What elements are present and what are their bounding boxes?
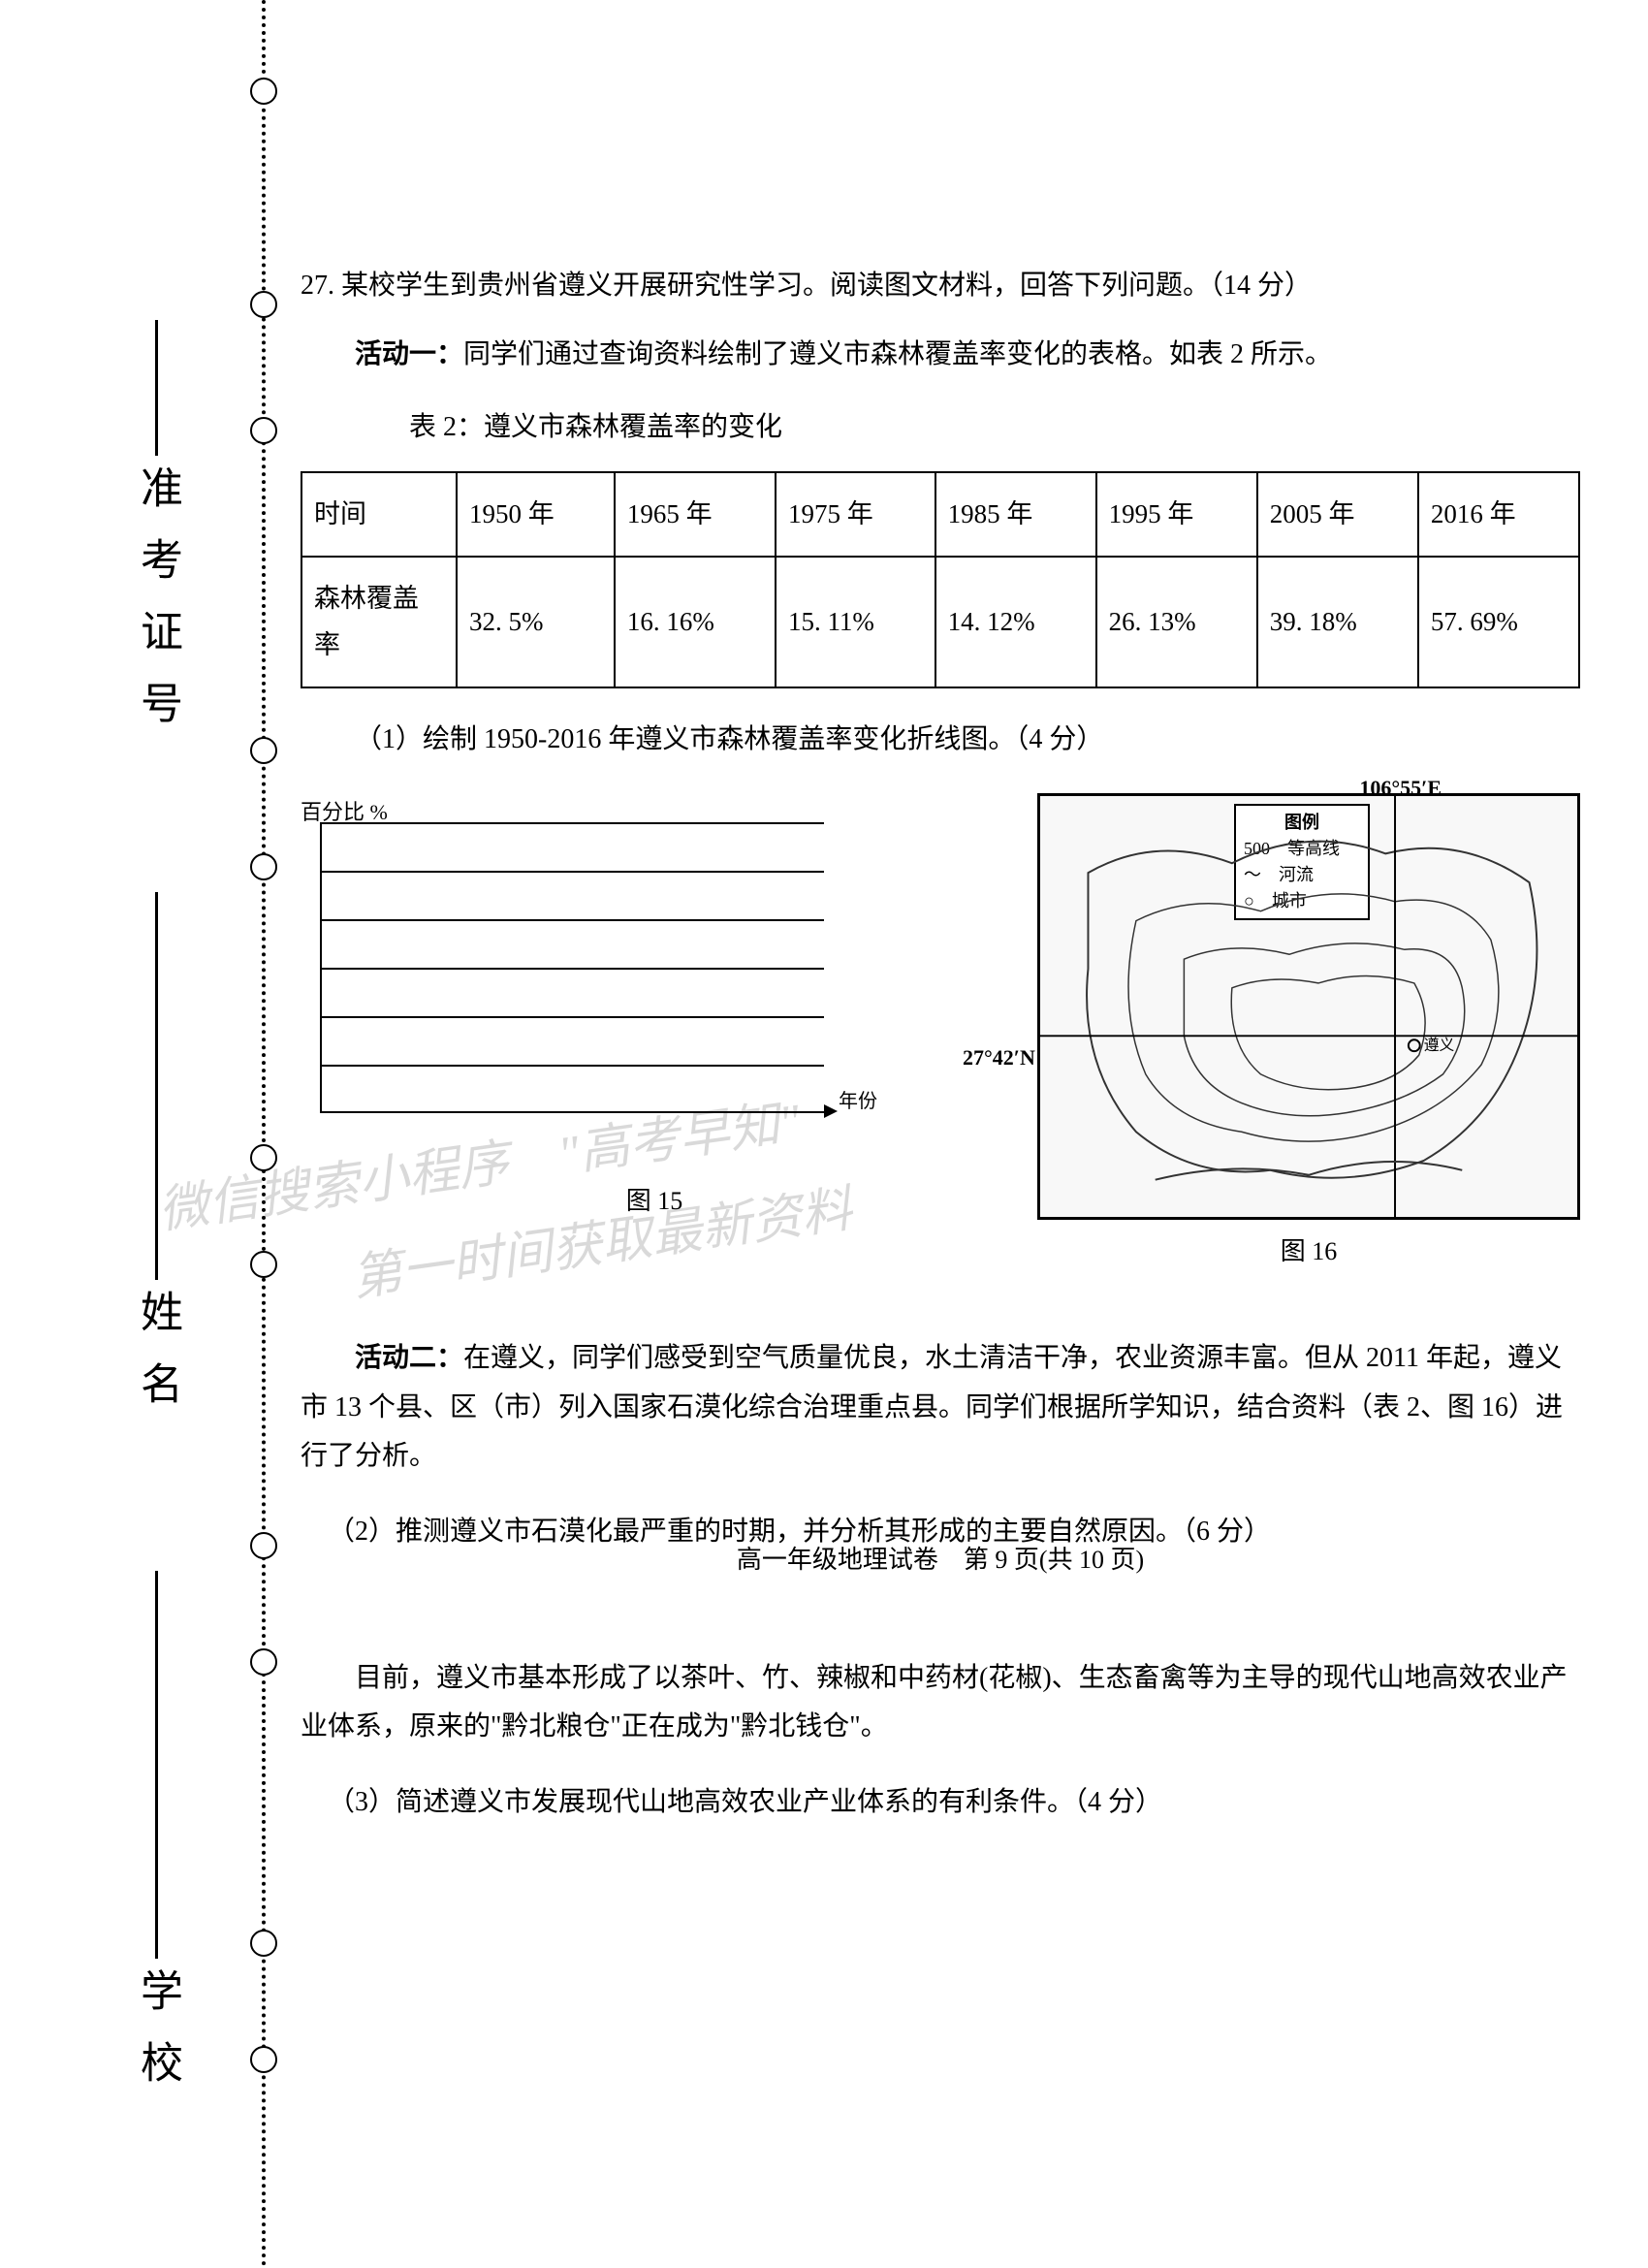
activity2-label: 活动二： [355, 1342, 463, 1372]
binding-hole-icon [250, 853, 277, 880]
topographic-map: 106°55′E 27°42′N 图例 500 等高线 ～ 河流 ○ 城市 [1037, 793, 1580, 1220]
chart-gridline [322, 871, 824, 873]
activity2-text: 在遵义，同学们感受到空气质量优良，水土清洁干净，农业资源丰富。但从 2011 年… [301, 1343, 1563, 1471]
map16-container: 106°55′E 27°42′N 图例 500 等高线 ～ 河流 ○ 城市 [1037, 793, 1580, 1275]
binding-hole-icon [250, 1648, 277, 1676]
table-cell: 16. 16% [615, 557, 776, 687]
table-cell: 1965 年 [615, 472, 776, 557]
binding-label-school: 学校 [126, 1968, 188, 2112]
table-cell: 2005 年 [1257, 472, 1418, 557]
table-cell: 32. 5% [457, 557, 615, 687]
binding-hole-icon [250, 417, 277, 444]
map16-caption: 图 16 [1037, 1230, 1580, 1275]
content-area: 27. 某校学生到贵州省遵义开展研究性学习。阅读图文材料，回答下列问题。（14 … [301, 262, 1580, 1855]
forest-coverage-table: 时间 1950 年 1965 年 1975 年 1985 年 1995 年 20… [301, 471, 1580, 688]
table-cell: 2016 年 [1418, 472, 1579, 557]
table-cell: 26. 13% [1096, 557, 1257, 687]
svg-text:遵义: 遵义 [1424, 1037, 1455, 1055]
table-cell: 1995 年 [1096, 472, 1257, 557]
binding-margin: 准考证号 姓名 学校 [0, 0, 271, 2268]
question-intro: 27. 某校学生到贵州省遵义开展研究性学习。阅读图文材料，回答下列问题。（14 … [301, 262, 1580, 310]
question-intro-text: 某校学生到贵州省遵义开展研究性学习。阅读图文材料，回答下列问题。（14 分） [341, 271, 1312, 301]
binding-dotted-line [262, 0, 266, 2268]
question-number: 27. [301, 271, 334, 301]
binding-hole-icon [250, 1930, 277, 1957]
activity1-text: 同学们通过查询资料绘制了遵义市森林覆盖率变化的表格。如表 2 所示。 [463, 339, 1332, 369]
chart-gridline [322, 822, 824, 824]
contour-map-icon: 遵义 [1040, 796, 1577, 1218]
table-cell: 时间 [301, 472, 457, 557]
chart-gridline [322, 1016, 824, 1018]
paragraph-3: 目前，遵义市基本形成了以茶叶、竹、辣椒和中药材(花椒)、生态畜禽等为主导的现代山… [301, 1654, 1580, 1752]
table-cell: 1975 年 [776, 472, 935, 557]
binding-hole-icon [250, 2046, 277, 2073]
table-cell: 15. 11% [776, 557, 935, 687]
binding-hole-icon [250, 78, 277, 105]
blank-line-chart: 百分比 % 年份 [301, 793, 843, 1142]
table-cell: 14. 12% [935, 557, 1096, 687]
table-row: 时间 1950 年 1965 年 1975 年 1985 年 1995 年 20… [301, 472, 1579, 557]
page: 准考证号 姓名 学校 27. 某校学生到贵州省遵义开展研究性学习。阅读图文材料，… [0, 0, 1648, 2268]
label-underline [155, 892, 158, 1280]
activity1-line: 活动一：同学们通过查询资料绘制了遵义市森林覆盖率变化的表格。如表 2 所示。 [301, 330, 1580, 379]
map-latitude-label: 27°42′N [963, 1038, 1035, 1077]
page-footer: 高一年级地理试卷 第 9 页(共 10 页) [301, 1538, 1580, 1583]
chart15-caption: 图 15 [301, 1179, 1008, 1225]
label-underline [155, 1571, 158, 1959]
table-caption: 表 2：遵义市森林覆盖率的变化 [301, 403, 1580, 452]
chart-xlabel: 年份 [839, 1084, 877, 1119]
chart-gridline [322, 968, 824, 970]
table-cell: 森林覆盖率 [301, 557, 457, 687]
binding-hole-icon [250, 291, 277, 318]
table-cell: 57. 69% [1418, 557, 1579, 687]
binding-hole-icon [250, 1532, 277, 1559]
activity2-block: 活动二：在遵义，同学们感受到空气质量优良，水土清洁干净，农业资源丰富。但从 20… [301, 1333, 1580, 1481]
binding-hole-icon [250, 1251, 277, 1278]
subquestion-1: （1）绘制 1950-2016 年遵义市森林覆盖率变化折线图。（4 分） [301, 716, 1580, 764]
subquestion-3: （3）简述遵义市发展现代山地高效农业产业体系的有利条件。（4 分） [301, 1778, 1580, 1827]
label-underline [155, 320, 158, 456]
binding-hole-icon [250, 737, 277, 764]
chart15-container: 百分比 % 年份 图 15 [301, 793, 1008, 1225]
activity1-label: 活动一： [355, 338, 463, 368]
table-cell: 39. 18% [1257, 557, 1418, 687]
arrow-right-icon [824, 1104, 838, 1118]
table-cell: 1985 年 [935, 472, 1096, 557]
chart-grid: 年份 [320, 822, 824, 1113]
chart-gridline [322, 1065, 824, 1067]
charts-row: 百分比 % 年份 图 15 106°55′E [301, 793, 1580, 1275]
table-cell: 1950 年 [457, 472, 615, 557]
chart-gridline [322, 919, 824, 921]
binding-label-name: 姓名 [126, 1290, 188, 1433]
table-row: 森林覆盖率 32. 5% 16. 16% 15. 11% 14. 12% 26.… [301, 557, 1579, 687]
binding-label-examid: 准考证号 [126, 465, 188, 752]
binding-hole-icon [250, 1144, 277, 1171]
